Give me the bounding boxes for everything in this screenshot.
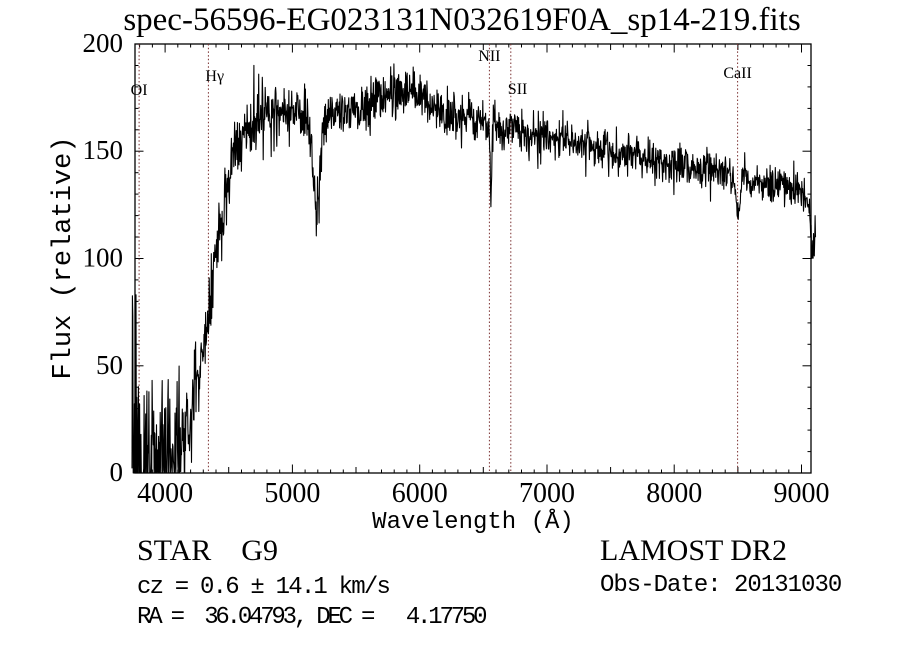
svg-text:200: 200 [83,28,124,58]
svg-text:CaII: CaII [723,65,751,82]
svg-text:spec-56596-EG023131N032619F0A_: spec-56596-EG023131N032619F0A_sp14-219.f… [123,2,800,38]
svg-text:9000: 9000 [774,478,830,509]
svg-text:4000: 4000 [137,478,193,509]
svg-text:100: 100 [83,243,124,273]
svg-text:8000: 8000 [646,478,702,509]
svg-text:0: 0 [110,457,124,487]
svg-text:Hγ: Hγ [205,68,224,85]
svg-text:50: 50 [96,350,123,380]
svg-text:5000: 5000 [264,478,320,509]
svg-text:SII: SII [508,81,528,98]
svg-text:6000: 6000 [392,478,448,509]
svg-text:Flux (relative): Flux (relative) [49,136,79,379]
svg-text:OI: OI [131,82,148,99]
svg-text:NII: NII [478,48,500,65]
svg-text:7000: 7000 [519,478,575,509]
svg-text:Wavelength (Å): Wavelength (Å) [372,508,574,536]
svg-text:150: 150 [83,135,124,165]
